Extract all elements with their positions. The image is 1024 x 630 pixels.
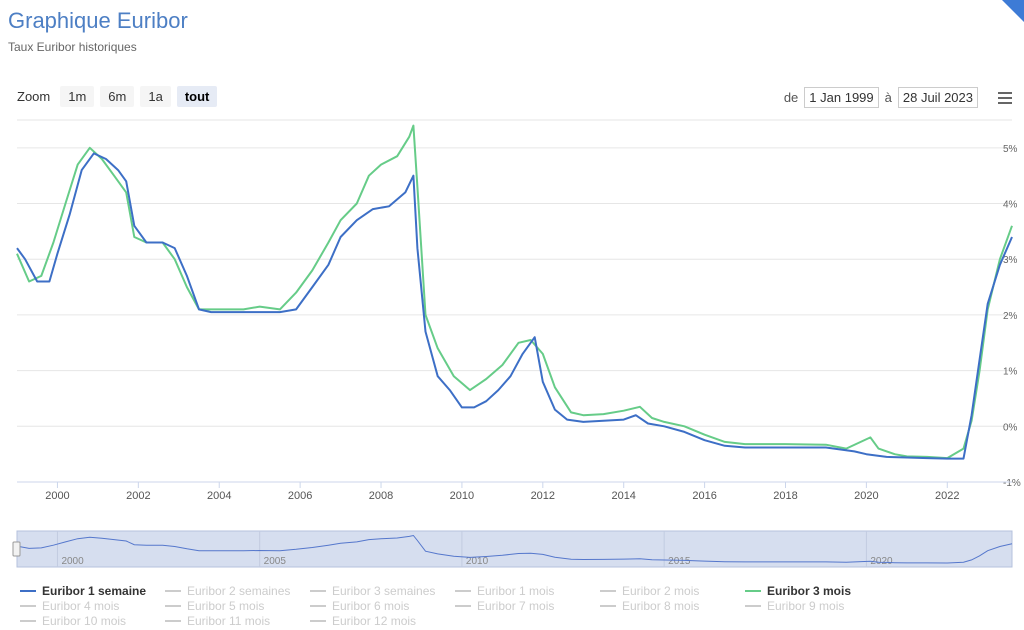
legend-item[interactable]: Euribor 11 mois [165,613,310,628]
legend-label: Euribor 1 semaine [42,583,147,598]
navigator-tick-label: 2015 [668,556,691,567]
zoom-tout-button[interactable]: tout [176,86,218,107]
legend-label: Euribor 3 semaines [332,583,436,598]
range-from-label: de [783,90,799,105]
legend-item[interactable]: Euribor 10 mois [20,613,165,628]
legend-swatch [455,589,471,592]
navigator-window [16,530,1013,568]
y-tick-label: 2% [1003,311,1018,322]
zoom-1m-button[interactable]: 1m [60,86,95,107]
series-line-3-mois [16,124,1013,460]
euribor-chart: 5% 4% 3% 2% 1% 0% -1% 2000 2002 2004 2006 2008 2010 2… [12,119,1021,568]
legend-label: Euribor 2 semaines [187,583,291,598]
navigator-handle[interactable] [12,541,21,557]
legend-item[interactable]: Euribor 8 mois [600,598,745,613]
x-tick-label: 2020 [854,490,878,502]
legend-label: Euribor 6 mois [332,598,410,613]
y-tick-label: 5% [1003,144,1018,155]
legend-swatch [165,619,181,622]
legend-item[interactable]: Euribor 9 mois [745,598,890,613]
x-tick-label: 2002 [126,490,150,502]
legend-label: Euribor 1 mois [477,583,555,598]
legend-item[interactable]: Euribor 1 mois [455,583,600,598]
legend-label: Euribor 9 mois [767,598,845,613]
y-tick-label: 0% [1003,422,1018,433]
series-line-1-semaine [16,152,1013,460]
legend-item[interactable]: Euribor 4 mois [20,598,165,613]
range-to-input[interactable]: 28 Juil 2023 [897,87,978,108]
x-tick-label: 2014 [611,490,635,502]
x-tick-label: 2000 [45,490,69,502]
legend-item[interactable]: Euribor 3 semaines [310,583,455,598]
date-range: de 1 Jan 1999 à 28 Juil 2023 [784,87,978,108]
x-tick-label: 2022 [935,490,959,502]
legend-item[interactable]: Euribor 5 mois [165,598,310,613]
zoom-1a-button[interactable]: 1a [140,86,171,107]
legend-item[interactable]: Euribor 2 mois [600,583,745,598]
x-tick-label: 2008 [369,490,393,502]
x-tick-label: 2010 [450,490,474,502]
legend-swatch [20,619,36,622]
navigator-tick-label: 2010 [466,556,489,567]
legend-swatch [600,604,616,607]
legend-label: Euribor 12 mois [332,613,417,628]
legend-item[interactable]: Euribor 1 semaine [20,583,165,598]
y-tick-label: 3% [1003,255,1018,266]
legend-label: Euribor 3 mois [767,583,852,598]
navigator-tick-label: 2005 [264,556,287,567]
legend-swatch [745,589,761,592]
legend-swatch [745,604,761,607]
range-from-input[interactable]: 1 Jan 1999 [804,87,879,108]
legend-swatch [165,589,181,592]
x-tick-label: 2016 [692,490,716,502]
zoom-6m-button[interactable]: 6m [100,86,135,107]
zoom-bar: Zoom 1m 6m 1a tout [17,86,218,107]
x-tick-label: 2004 [207,490,231,502]
legend-item[interactable]: Euribor 3 mois [745,583,890,598]
legend-swatch [600,589,616,592]
legend-label: Euribor 11 mois [187,613,271,628]
legend-label: Euribor 5 mois [187,598,265,613]
x-tick-label: 2006 [288,490,312,502]
navigator-tick-label: 2000 [61,556,84,567]
zoom-label: Zoom [17,89,51,104]
legend-swatch [310,619,326,622]
legend-item[interactable]: Euribor 12 mois [310,613,455,628]
legend-swatch [455,604,471,607]
range-to-label: à [884,90,892,105]
legend-item[interactable]: Euribor 6 mois [310,598,455,613]
legend-swatch [20,604,36,607]
legend-swatch [20,589,36,592]
x-tick-label: 2012 [531,490,555,502]
legend-item[interactable]: Euribor 2 semaines [165,583,310,598]
legend-label: Euribor 2 mois [622,583,700,598]
legend-item[interactable]: Euribor 7 mois [455,598,600,613]
legend-label: Euribor 7 mois [477,598,555,613]
legend-label: Euribor 4 mois [42,598,120,613]
x-tick-label: 2018 [773,490,797,502]
legend-label: Euribor 10 mois [42,613,127,628]
y-tick-label: 1% [1003,367,1018,378]
y-tick-label: -1% [1003,478,1021,489]
navigator-tick-label: 2020 [870,556,893,567]
chart-title: Graphique Euribor [8,8,188,33]
legend-swatch [310,604,326,607]
legend: Euribor 1 semaine Euribor 2 semaines Eurib… [20,583,900,628]
legend-swatch [165,604,181,607]
y-tick-label: 4% [1003,200,1018,211]
chart-subtitle: Taux Euribor historiques [8,40,137,54]
hamburger-menu-icon[interactable] [998,92,1012,104]
legend-label: Euribor 8 mois [622,598,700,613]
corner-flag-icon [1002,0,1024,22]
legend-swatch [310,589,326,592]
navigator-series-line [16,534,1013,564]
